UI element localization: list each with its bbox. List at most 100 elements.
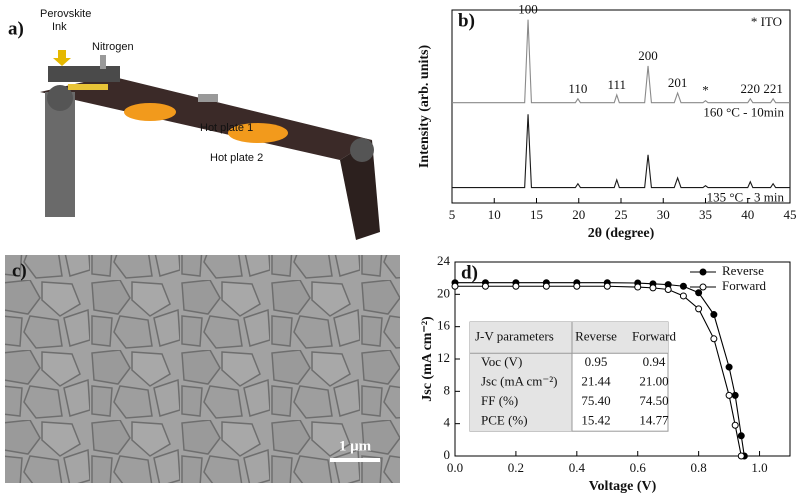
- x-tick-label: 10: [488, 207, 501, 222]
- x-tick-label: 45: [784, 207, 797, 222]
- x-tick-label: 35: [699, 207, 712, 222]
- scale-bar-label: 1 μm: [339, 438, 372, 454]
- marker: [700, 284, 706, 290]
- scale-bar: [330, 458, 380, 462]
- table-cell: 75.40: [581, 393, 610, 408]
- table-header: J-V parameters: [475, 329, 554, 344]
- y-tick-label: 4: [444, 415, 451, 430]
- marker: [732, 422, 738, 428]
- marker: [604, 283, 610, 289]
- table-cell: 15.42: [581, 412, 610, 427]
- y-tick-label: 8: [444, 382, 451, 397]
- x-tick-label: 0.8: [691, 460, 707, 475]
- peak-label: 111: [608, 77, 627, 92]
- marker: [732, 392, 738, 398]
- marker: [726, 364, 732, 370]
- marker: [738, 433, 744, 439]
- ink-film: [68, 84, 108, 90]
- marker: [543, 283, 549, 289]
- marker: [482, 283, 488, 289]
- marker: [696, 306, 702, 312]
- series-line: [452, 114, 790, 187]
- figure: a) Perovskite Ink Nitrogen Hot plate 1 H…: [0, 0, 798, 495]
- x-tick-label: 25: [615, 207, 628, 222]
- panel-label: d): [461, 262, 478, 283]
- label: Nitrogen: [92, 41, 134, 53]
- marker: [650, 285, 656, 291]
- table-cell: 14.77: [639, 412, 669, 427]
- table-header: Reverse: [575, 329, 617, 344]
- marker: [452, 283, 458, 289]
- table-cell: 21.44: [581, 373, 611, 388]
- panel-c: c) 1 μm: [5, 255, 400, 483]
- label: Perovskite: [40, 8, 91, 20]
- note: * ITO: [751, 14, 782, 29]
- x-tick-label: 1.0: [751, 460, 767, 475]
- series-label: 135 °C - 3 min: [707, 190, 785, 205]
- y-axis-label: Intensity (arb. units): [417, 45, 432, 169]
- x-tick-label: 30: [657, 207, 670, 222]
- coater-head: [48, 66, 120, 82]
- x-tick-label: 15: [530, 207, 543, 222]
- x-tick-label: 0.6: [630, 460, 647, 475]
- marker: [700, 269, 706, 275]
- marker: [711, 312, 717, 318]
- y-tick-label: 24: [437, 253, 451, 268]
- direction-arrow: [198, 94, 218, 102]
- marker: [635, 284, 641, 290]
- x-axis-label: 2θ (degree): [588, 226, 655, 241]
- legend-label: Reverse: [722, 263, 764, 278]
- peak-label: 200: [638, 48, 658, 63]
- peak-label: 100: [518, 2, 538, 17]
- legend-label: Forward: [722, 278, 767, 293]
- peak-label: *: [702, 83, 709, 98]
- nitrogen-nozzle: [100, 55, 106, 69]
- table-cell: Voc (V): [481, 354, 522, 369]
- y-tick-label: 12: [437, 350, 450, 365]
- x-tick-label: 0.4: [569, 460, 586, 475]
- peak-label: 221: [763, 81, 783, 96]
- table-cell: 0.94: [643, 354, 666, 369]
- label: Ink: [52, 21, 67, 33]
- table-cell: 0.95: [585, 354, 608, 369]
- label: Hot plate 2: [210, 152, 263, 164]
- panel-label: b): [458, 10, 475, 31]
- marker: [696, 290, 702, 296]
- chart: 0.0 0.2 0.4 0.6 0.8 1.0 0 4 8 12 16 20 24 Voltage (V)…: [420, 253, 790, 494]
- x-axis-label: Voltage (V): [589, 479, 657, 494]
- table-cell: 21.00: [639, 373, 668, 388]
- y-tick-label: 16: [437, 318, 451, 333]
- y-axis-label: Jsc (mA cm⁻²): [420, 316, 435, 402]
- x-tick-label: 5: [449, 207, 456, 222]
- marker: [726, 392, 732, 398]
- table-cell: Jsc (mA cm⁻²): [481, 373, 557, 388]
- marker: [665, 286, 671, 292]
- ink-arrow: [53, 50, 71, 66]
- panel-label: a): [8, 18, 24, 39]
- hot-plate-1: [124, 103, 176, 121]
- x-tick-label: 20: [572, 207, 585, 222]
- marker: [738, 453, 744, 459]
- y-tick-label: 20: [437, 285, 450, 300]
- series-label: 160 °C - 10min: [703, 105, 784, 120]
- y-tick-label: 0: [444, 447, 451, 462]
- marker: [711, 336, 717, 342]
- peak-label: 110: [568, 81, 587, 96]
- table-header: Forward: [632, 329, 677, 344]
- marker: [680, 293, 686, 299]
- peak-label: 220: [741, 81, 761, 96]
- page: a) Perovskite Ink Nitrogen Hot plate 1 H…: [0, 0, 798, 495]
- marker: [574, 283, 580, 289]
- peak-label: 201: [668, 75, 688, 90]
- marker: [513, 283, 519, 289]
- x-tick-label: 0.2: [508, 460, 524, 475]
- table-cell: PCE (%): [481, 412, 528, 427]
- table-cell: 74.50: [639, 393, 668, 408]
- table-cell: FF (%): [481, 393, 518, 408]
- marker: [680, 283, 686, 289]
- x-tick-label: 0.0: [447, 460, 463, 475]
- label: Hot plate 1: [200, 122, 253, 134]
- panel-a: a) Perovskite Ink Nitrogen Hot plate 1 H…: [8, 8, 380, 240]
- panel-label: c): [12, 260, 27, 281]
